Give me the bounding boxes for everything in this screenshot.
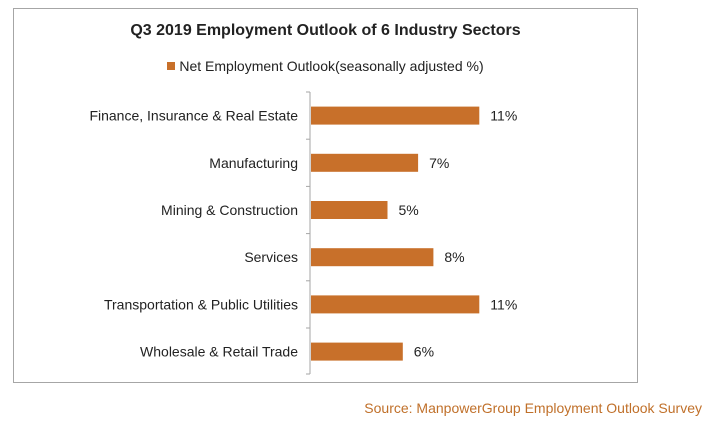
- category-label: Wholesale & Retail Trade: [140, 344, 298, 360]
- data-label: 7%: [429, 155, 449, 171]
- chart-frame: [13, 8, 638, 383]
- bar: [311, 201, 388, 219]
- bar: [311, 153, 419, 172]
- bar: [311, 248, 434, 267]
- legend-label: Net Employment Outlook(seasonally adjust…: [179, 58, 484, 74]
- data-label: 8%: [444, 249, 464, 265]
- source-note: Source: ManpowerGroup Employment Outlook…: [364, 400, 702, 416]
- data-label: 6%: [414, 344, 434, 360]
- bar: [311, 106, 480, 125]
- data-label: 11%: [490, 108, 517, 124]
- category-label: Transportation & Public Utilities: [104, 296, 298, 312]
- bar: [311, 295, 480, 314]
- data-label: 11%: [490, 296, 517, 312]
- category-label: Manufacturing: [209, 155, 298, 171]
- legend: Net Employment Outlook(seasonally adjust…: [13, 58, 638, 74]
- category-label: Mining & Construction: [161, 202, 298, 218]
- category-label: Finance, Insurance & Real Estate: [89, 108, 298, 124]
- data-label: 5%: [399, 202, 419, 218]
- category-label: Services: [244, 249, 298, 265]
- chart-title: Q3 2019 Employment Outlook of 6 Industry…: [130, 22, 521, 39]
- legend-swatch: [167, 62, 176, 70]
- bar: [311, 342, 403, 361]
